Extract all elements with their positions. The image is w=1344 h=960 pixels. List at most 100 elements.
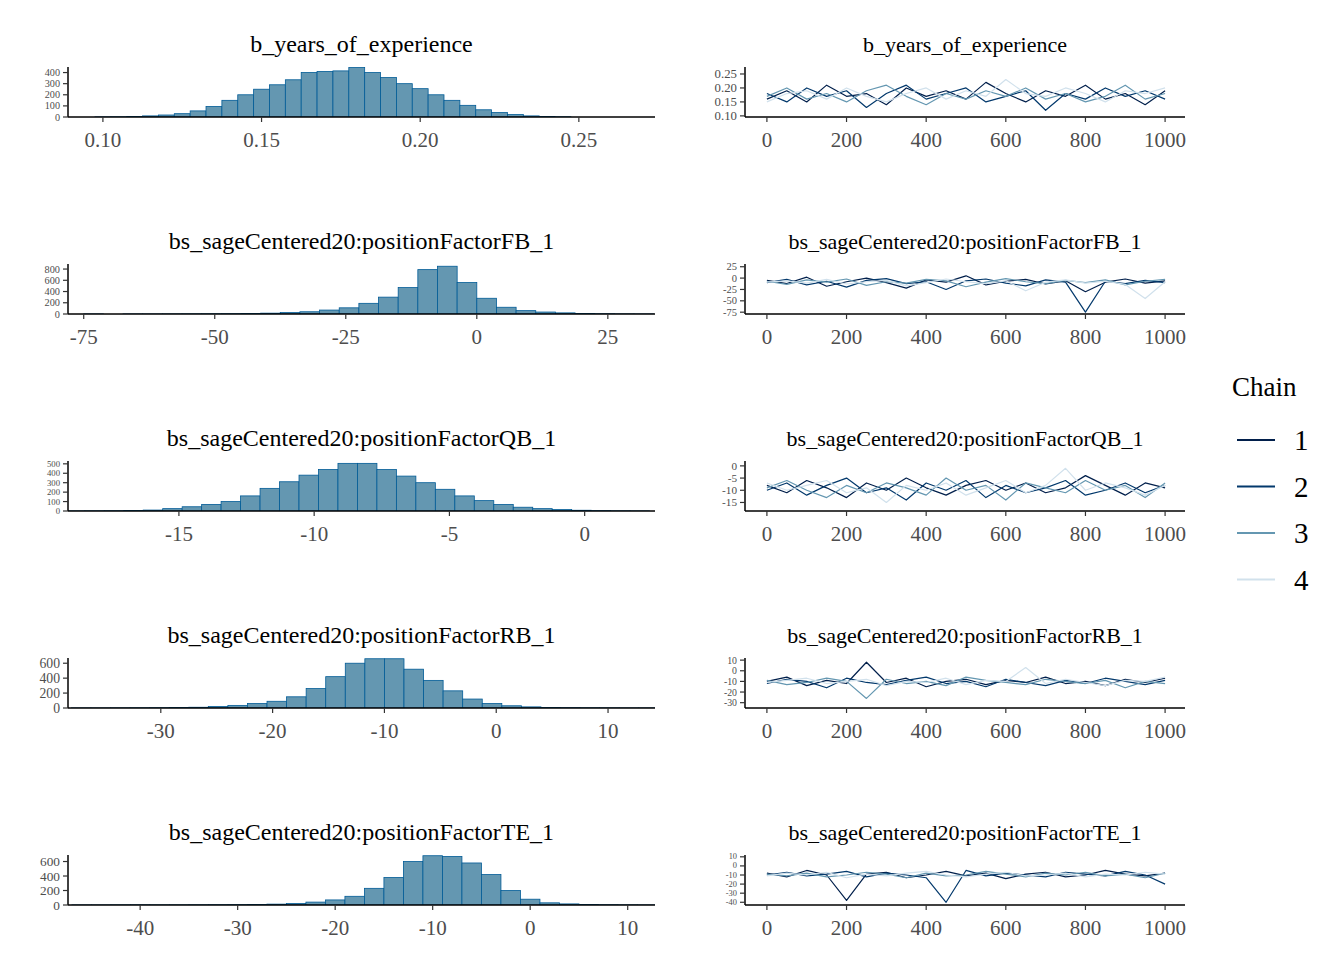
y-tick (63, 692, 68, 693)
x-tick-label: 800 (1070, 325, 1102, 349)
y-tick-label: 200 (40, 883, 60, 898)
x-tick (1164, 905, 1165, 910)
panel: bs_sageCentered20:positionFactorQB_10200… (722, 426, 1186, 546)
x-tick (272, 708, 273, 713)
x-tick-label: -20 (321, 916, 349, 940)
x-tick-label: 400 (910, 522, 942, 546)
histogram-bar (460, 105, 476, 117)
x-axis (68, 510, 655, 512)
y-axis (67, 264, 69, 314)
x-tick (846, 314, 847, 319)
y-tick (63, 861, 68, 862)
x-tick (1005, 905, 1006, 910)
histogram-bar (416, 483, 435, 511)
y-tick-label: 10 (729, 852, 737, 861)
y-tick-label: 0 (732, 665, 737, 676)
histogram-bar (338, 463, 357, 511)
x-tick-label: 0 (762, 128, 773, 152)
panel-title: b_years_of_experience (250, 31, 473, 57)
y-tick (63, 663, 68, 664)
y-tick-label: 400 (39, 671, 60, 686)
x-tick-label: 0 (762, 325, 773, 349)
y-tick (63, 678, 68, 679)
histogram-bar (318, 469, 337, 511)
trace-line (767, 468, 1165, 502)
histogram-bar (317, 71, 333, 117)
x-tick (607, 314, 608, 319)
x-tick-label: 600 (990, 128, 1022, 152)
x-tick-label: -75 (70, 325, 98, 349)
x-tick (496, 708, 497, 713)
x-tick-label: -10 (370, 719, 398, 743)
histogram-bar (221, 502, 240, 511)
panel: bs_sageCentered20:positionFactorRB_10200… (724, 623, 1186, 743)
y-axis (67, 461, 69, 511)
histogram-bar (241, 496, 260, 511)
histogram-bar (306, 689, 326, 708)
histogram-bar (238, 95, 254, 117)
x-tick-label: 0.25 (560, 128, 597, 152)
y-tick-label: -50 (723, 295, 737, 306)
y-tick (63, 302, 68, 303)
x-tick (1164, 708, 1165, 713)
y-tick (740, 312, 745, 313)
y-tick (740, 865, 745, 866)
x-tick (766, 511, 767, 516)
y-tick (740, 856, 745, 857)
histogram-bar (437, 266, 457, 314)
x-tick (926, 314, 927, 319)
histogram-bar (357, 463, 376, 511)
y-tick-label: 400 (47, 468, 61, 478)
histogram-bar (365, 73, 381, 117)
histogram-bar (412, 89, 428, 117)
x-tick (83, 314, 84, 319)
trace-line (767, 668, 1165, 686)
plot-area (767, 468, 1165, 502)
x-tick (261, 117, 262, 122)
y-tick-label: -20 (724, 687, 737, 698)
trace-line (767, 80, 1165, 102)
x-tick-label: -10 (419, 916, 447, 940)
x-tick-label: 1000 (1144, 128, 1186, 152)
trace-line (767, 871, 1165, 877)
histogram-bar (424, 680, 444, 708)
y-tick (740, 289, 745, 290)
y-tick-label: 300 (45, 78, 60, 89)
chart-root: b_years_of_experience0.100.150.200.25010… (0, 0, 1344, 960)
y-tick-label: -40 (726, 898, 737, 907)
y-tick (63, 890, 68, 891)
x-tick (214, 314, 215, 319)
legend-swatch (1237, 579, 1275, 581)
x-tick-label: 1000 (1144, 325, 1186, 349)
histogram-bar (384, 659, 404, 708)
histogram-bar (269, 85, 285, 117)
trace-line (767, 677, 1165, 698)
y-tick (740, 893, 745, 894)
plot-area (84, 266, 654, 314)
histogram-bar (365, 659, 385, 708)
panel-title: bs_sageCentered20:positionFactorRB_1 (787, 623, 1143, 648)
y-tick (740, 300, 745, 301)
y-tick (63, 482, 68, 483)
histogram-bar (403, 862, 423, 905)
histogram-bar (404, 669, 424, 708)
y-tick-label: -30 (726, 889, 737, 898)
trace-line (767, 870, 1165, 900)
y-tick (63, 904, 68, 905)
y-tick-label: 0.15 (715, 95, 737, 109)
x-tick (420, 117, 421, 122)
x-tick-label: 0 (525, 916, 536, 940)
legend-swatch (1237, 532, 1275, 534)
y-tick-label: -15 (722, 496, 737, 508)
x-axis (68, 116, 655, 118)
histogram-bar (501, 891, 521, 905)
histogram-bar (476, 110, 492, 117)
y-tick-label: 0 (53, 701, 60, 716)
panel: b_years_of_experience020040060080010000.… (715, 32, 1186, 152)
x-tick-label: -30 (224, 916, 252, 940)
histogram-bar (260, 488, 279, 511)
y-tick-label: 400 (45, 67, 60, 78)
x-tick-label: 10 (598, 719, 619, 743)
panel-title: bs_sageCentered20:positionFactorRB_1 (168, 622, 556, 648)
histogram-bar (280, 482, 299, 511)
